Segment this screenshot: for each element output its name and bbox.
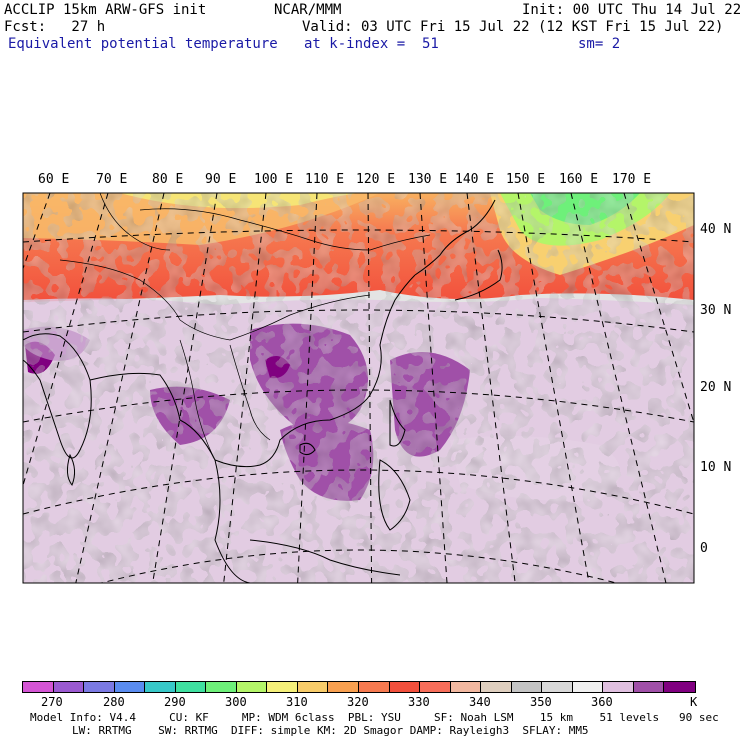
valid-time: Valid: 03 UTC Fri 15 Jul 22 (12 KST Fri …: [302, 19, 724, 35]
colorbar-tick-label: 330: [408, 695, 430, 709]
lon-label: 140 E: [455, 172, 495, 187]
map-field: [23, 193, 694, 583]
colorbar-swatch: [328, 682, 360, 692]
colorbar-tick-label: 360: [591, 695, 613, 709]
colorbar-tick-label: 280: [103, 695, 125, 709]
coastlines: [23, 199, 503, 583]
colorbar-swatch: [206, 682, 237, 692]
longitude-line: [570, 193, 667, 583]
colorbar-tick-label: 340: [469, 695, 491, 709]
longitude-line: [23, 193, 51, 270]
colorbar-swatch: [481, 682, 512, 692]
lon-label: 60 E: [38, 172, 70, 187]
colorbar-tick-label: 320: [347, 695, 369, 709]
lat-label: 40 N: [700, 222, 732, 237]
colorbar-unit: K: [690, 695, 698, 709]
model-info: Model Info: V4.4 CU: KF MP: WDM 6class P…: [30, 711, 719, 724]
lon-label: 130 E: [408, 172, 448, 187]
forecast-hour: Fcst: 27 h: [4, 19, 106, 35]
colorbar-tick-label: 350: [530, 695, 552, 709]
lat-label: 10 N: [700, 460, 732, 475]
colorbar-tick-label: 290: [164, 695, 186, 709]
lat-label: 30 N: [700, 303, 732, 318]
colorbar-swatch: [359, 682, 390, 692]
colorbar-swatch: [664, 682, 696, 692]
hainan-coast: [299, 442, 316, 456]
japan-coast: [454, 249, 503, 301]
sri-lanka-coast: [66, 453, 76, 486]
colorbar-tick-label: 270: [41, 695, 63, 709]
colorbar-tick-label: 310: [286, 695, 308, 709]
colorbar-swatch: [267, 682, 298, 692]
longitude-line: [75, 193, 165, 583]
field-texture: [23, 193, 694, 583]
lon-label: 90 E: [205, 172, 237, 187]
india-coast: [23, 333, 92, 459]
border-mongolia: [139, 208, 431, 251]
lat-label: 0: [700, 541, 708, 556]
colorbar-swatch: [542, 682, 573, 692]
colorbar-swatch: [297, 682, 329, 692]
malay-coast: [179, 419, 251, 583]
lon-label: 100 E: [254, 172, 294, 187]
colorbar-swatch: [84, 682, 115, 692]
colorbar-swatch: [389, 682, 421, 692]
map-frame: [22, 192, 695, 584]
colorbar-swatch: [53, 682, 85, 692]
colorbar-swatch: [511, 682, 543, 692]
longitude-line: [517, 193, 590, 583]
lon-label: 150 E: [506, 172, 546, 187]
lon-label: 120 E: [356, 172, 396, 187]
model-title: ACCLIP 15km ARW-GFS init: [4, 2, 207, 18]
colorbar: [22, 681, 696, 693]
longitude-line: [623, 193, 694, 425]
colorbar-swatch: [450, 682, 482, 692]
philippines-coast: [378, 459, 411, 531]
colorbar-swatch: [572, 682, 604, 692]
smoothing-label: sm= 2: [578, 36, 621, 52]
lon-label: 110 E: [305, 172, 345, 187]
colorbar-swatch: [633, 682, 665, 692]
colorbar-swatch: [603, 682, 634, 692]
colorbar-swatch: [23, 682, 54, 692]
colorbar-swatch: [145, 682, 176, 692]
lon-label: 170 E: [612, 172, 652, 187]
lon-label: 70 E: [96, 172, 128, 187]
border-himalaya: [59, 259, 371, 341]
taiwan-coast: [389, 399, 406, 447]
level-label: at k-index = 51: [304, 36, 439, 52]
latitude-line: [99, 549, 619, 583]
colorbar-swatch: [236, 682, 268, 692]
border-kazakh: [99, 193, 171, 251]
longitude-line: [23, 193, 109, 488]
indochina-coast: [214, 394, 371, 468]
colorbar-swatch: [175, 682, 207, 692]
colorbar-swatch: [114, 682, 146, 692]
borneo-coast: [249, 539, 401, 576]
korea-coast: [414, 199, 496, 276]
physics-info: LW: RRTMG SW: RRTMG DIFF: simple KM: 2D …: [72, 724, 589, 737]
graticule: [23, 193, 694, 583]
china-east-coast: [369, 274, 416, 396]
border-laos: [229, 344, 271, 441]
colorbar-swatch: [420, 682, 451, 692]
init-time: Init: 00 UTC Thu 14 Jul 22: [522, 2, 740, 18]
institution-label: NCAR/MMM: [274, 2, 342, 18]
lon-label: 80 E: [152, 172, 184, 187]
lon-label: 160 E: [559, 172, 599, 187]
lat-label: 20 N: [700, 380, 732, 395]
field-name: Equivalent potential temperature: [8, 36, 278, 52]
latitude-line: [23, 229, 694, 243]
border-myanmar: [179, 339, 216, 461]
bay-of-bengal-coast: [89, 372, 181, 421]
country-borders: [59, 193, 431, 461]
colorbar-tick-label: 300: [225, 695, 247, 709]
